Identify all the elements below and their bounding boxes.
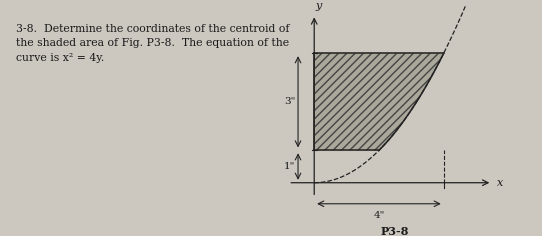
Text: x: x xyxy=(497,178,504,188)
Polygon shape xyxy=(314,53,444,150)
Text: 1": 1" xyxy=(284,162,295,171)
Text: 4": 4" xyxy=(373,211,385,219)
Text: 3-8.  Determine the coordinates of the centroid of
the shaded area of Fig. P3-8.: 3-8. Determine the coordinates of the ce… xyxy=(16,24,289,63)
Text: P3-8: P3-8 xyxy=(381,226,409,236)
Text: y: y xyxy=(315,1,321,11)
Text: 3": 3" xyxy=(284,97,295,106)
